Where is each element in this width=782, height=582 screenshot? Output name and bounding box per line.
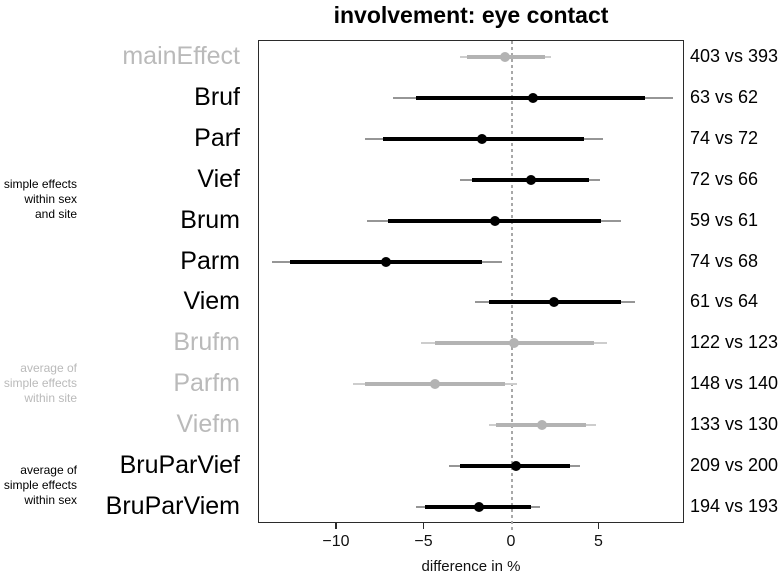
estimate-point [381,256,391,267]
estimate-point [477,133,488,144]
chart-title: involvement: eye contact [333,2,609,28]
estimate-point [473,502,484,512]
row-label: Vief [197,164,240,193]
group-annotation-line: simple effects [3,478,77,493]
row-counts: 59 vs 61 [690,209,759,230]
group-annotation-line: within site [24,390,77,405]
row-label: Brufm [173,328,240,357]
estimate-point [489,215,500,226]
group-annotation-line: simple effects [3,176,77,191]
row-counts: 74 vs 68 [690,250,759,271]
x-tick-label: −10 [322,533,350,550]
row-counts: 133 vs 130 [690,414,779,435]
x-axis-label: difference in % [421,558,521,575]
row-label: Parfm [173,369,240,398]
group-annotation-line: within sex [24,191,77,206]
estimate-point [430,379,440,390]
x-tick-label: 0 [506,533,516,550]
estimate-point [508,338,519,349]
group-annotation-line: average of [20,360,77,375]
row-counts: 122 vs 123 [690,332,779,353]
row-counts: 74 vs 72 [690,127,759,148]
x-tick [597,523,600,529]
estimate-point [500,52,510,62]
group-annotation-line: within sex [24,493,77,508]
group-annotation-line: average of [20,463,77,478]
row-counts: 194 vs 193 [690,496,779,516]
group-annotation-line: and site [34,206,77,221]
x-tick [335,523,337,529]
x-tick [422,523,425,529]
row-label: BruParViem [105,492,240,520]
group-annotation: average of simple effects within site [0,361,77,406]
estimate-point [510,461,521,472]
row-counts: 148 vs 140 [690,373,779,394]
row-label: mainEffect [122,42,240,70]
zero-reference-line [511,41,513,531]
row-counts: 61 vs 64 [690,291,759,312]
row-label: Parf [194,123,240,152]
row-counts: 72 vs 66 [690,168,759,189]
row-label: Viem [183,287,240,316]
row-counts: 209 vs 200 [690,455,779,476]
group-annotation: simple effects within sex and site [0,177,77,222]
row-label: Viefm [176,410,240,439]
estimate-point [536,420,547,431]
row-label: Bruf [194,82,240,111]
estimate-point [528,92,538,103]
row-counts: 63 vs 62 [690,86,759,107]
estimate-point [526,174,537,185]
row-counts: 403 vs 393 [690,46,779,66]
row-label: BruParVief [119,451,240,480]
estimate-point [549,297,559,308]
group-annotation: average of simple effects within sex [0,463,77,508]
x-tick-label: −5 [414,533,433,550]
row-label: Brum [180,205,240,234]
group-annotation-line: simple effects [3,375,77,390]
x-tick-label: 5 [594,533,603,550]
row-label: Parm [180,246,240,275]
plot-area [258,40,684,531]
